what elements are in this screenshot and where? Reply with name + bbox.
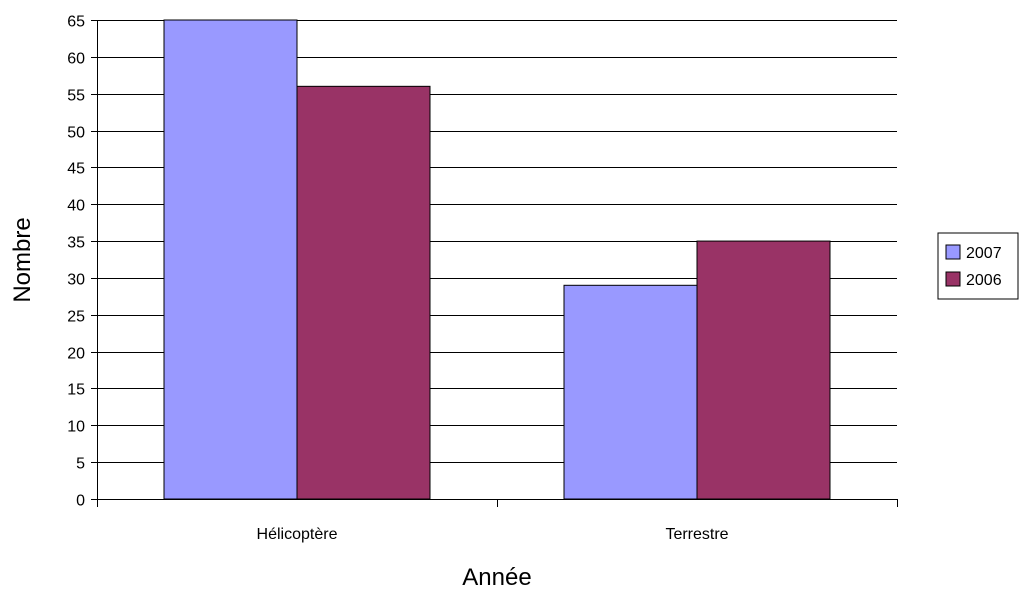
legend-swatch-2007 [945,244,961,260]
y-axis-title: Nombre [9,217,36,302]
y-tick-labels: 0 5 10 15 20 25 30 35 40 45 50 55 60 65 [67,14,85,510]
legend-swatch-2006 [945,271,961,287]
y-tick-label: 55 [67,88,85,105]
legend-label-2006: 2006 [966,272,1002,289]
y-tick-label: 65 [67,14,85,31]
bar-2007 [163,19,298,500]
axes [91,20,898,507]
legend: 2007 2006 [937,232,1019,300]
y-tick-label: 15 [67,382,85,399]
y-tick-label: 0 [76,493,85,510]
bar-2006 [296,85,431,500]
x-tick-labels: Hélicoptère Terrestre [257,526,729,543]
x-tick-label: Terrestre [665,526,728,543]
y-tick-label: 35 [67,235,85,252]
y-tick-label: 20 [67,346,85,363]
legend-label-2007: 2007 [966,245,1002,262]
bars-layer [163,19,831,500]
y-tick-label: 10 [67,419,85,436]
y-tick-label: 30 [67,272,85,289]
y-tick-label: 5 [76,456,85,473]
bar-2006 [696,240,831,500]
y-tick-label: 25 [67,309,85,326]
y-tick-label: 50 [67,125,85,142]
y-tick-label: 45 [67,161,85,178]
y-tick-label: 40 [67,198,85,215]
x-axis-title: Année [462,564,531,591]
x-tick-label: Hélicoptère [257,526,338,543]
legend-box [937,232,1019,300]
bar-2007 [563,284,698,500]
y-tick-label: 60 [67,51,85,68]
